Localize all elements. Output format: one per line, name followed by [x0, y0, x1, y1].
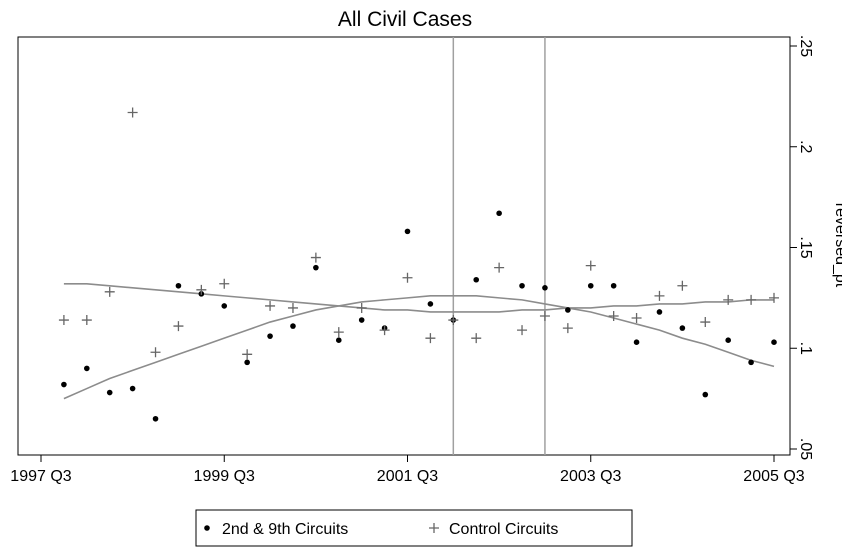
dot-marker: [702, 391, 709, 398]
legend-marker: [429, 523, 439, 533]
y-tick-label: .15: [797, 236, 814, 258]
y-tick-label-group: .2: [797, 140, 814, 153]
dot-marker: [748, 359, 754, 366]
x-tick-label: 1997 Q3: [10, 468, 71, 485]
dot-marker: [129, 385, 136, 392]
plus-marker: [196, 284, 207, 295]
y-tick-label: .2: [797, 140, 814, 153]
plus-marker: [402, 272, 413, 283]
plus-marker: [265, 300, 276, 311]
dot-marker: [679, 325, 686, 331]
dot-marker: [358, 317, 365, 323]
y-axis-title: reversed_pt: [832, 203, 842, 288]
legend-label: 2nd & 9th Circuits: [222, 521, 348, 538]
dot-marker: [244, 359, 250, 366]
y-tick-label-group: .15: [797, 236, 814, 258]
dot-marker: [175, 282, 182, 289]
plus-marker: [700, 317, 711, 328]
plus-marker: [631, 313, 642, 324]
plus-marker: [677, 280, 688, 291]
x-tick-label: 2003 Q3: [560, 468, 621, 485]
fit-line: [63, 282, 774, 313]
dot-marker: [221, 303, 228, 309]
dot-marker: [313, 264, 319, 271]
x-tick-label: 2005 Q3: [743, 468, 804, 485]
plus-marker: [81, 315, 92, 326]
dot-marker: [587, 282, 594, 289]
dot-marker: [496, 210, 502, 217]
plus-marker: [173, 321, 184, 332]
plus-marker: [746, 294, 757, 305]
plus-marker: [448, 315, 459, 326]
y-tick-label: .25: [797, 35, 814, 57]
x-tick-label: 2001 Q3: [377, 468, 438, 485]
plus-marker: [585, 260, 596, 271]
plus-marker: [654, 290, 665, 301]
plus-marker: [608, 311, 619, 322]
y-tick-label: .1: [797, 342, 814, 355]
y-tick-label-group: .1: [797, 342, 814, 355]
dot-marker: [656, 309, 663, 315]
plus-marker: [150, 347, 161, 358]
plus-marker: [333, 327, 344, 338]
legend-marker: [204, 525, 210, 531]
dot-marker: [473, 276, 480, 283]
legend-label: Control Circuits: [449, 521, 558, 538]
plus-marker: [219, 278, 230, 289]
dot-marker: [427, 301, 434, 307]
plus-marker: [517, 325, 528, 336]
y-axis-title-group: reversed_pt: [832, 203, 842, 288]
legend-box: [195, 509, 633, 547]
plot-frame: [17, 36, 791, 456]
dot-marker: [565, 307, 571, 313]
plus-marker: [104, 286, 115, 297]
plus-marker: [562, 323, 573, 334]
plus-marker: [539, 311, 550, 322]
dot-marker: [404, 228, 411, 235]
y-tick-label: .05: [797, 438, 814, 460]
dot-marker: [84, 365, 90, 372]
dot-marker: [152, 415, 159, 422]
plus-marker: [356, 302, 367, 313]
plus-marker: [287, 302, 298, 313]
plus-marker: [425, 333, 436, 344]
dot-marker: [61, 381, 67, 388]
dot-marker: [106, 389, 113, 396]
dot-marker: [267, 333, 273, 339]
fit-line: [63, 295, 775, 400]
dot-marker: [610, 282, 617, 289]
dot-marker: [542, 285, 548, 291]
plus-marker: [471, 333, 482, 344]
plus-marker: [769, 292, 779, 303]
dot-marker: [335, 337, 342, 343]
dot-marker: [771, 339, 777, 346]
dot-marker: [290, 323, 296, 329]
y-tick-label-group: .25: [797, 35, 814, 57]
plus-marker: [494, 262, 505, 273]
dot-marker: [725, 337, 731, 343]
dot-marker: [519, 282, 525, 289]
chart-title: All Civil Cases: [338, 8, 472, 31]
y-tick-label-group: .05: [797, 438, 814, 460]
plus-marker: [310, 252, 321, 263]
dot-marker: [633, 339, 640, 346]
x-tick-label: 1999 Q3: [194, 468, 255, 485]
plus-marker: [242, 349, 253, 360]
plus-marker: [723, 294, 734, 305]
plus-marker: [379, 325, 390, 336]
plus-marker: [127, 107, 138, 118]
plus-marker: [58, 315, 69, 326]
